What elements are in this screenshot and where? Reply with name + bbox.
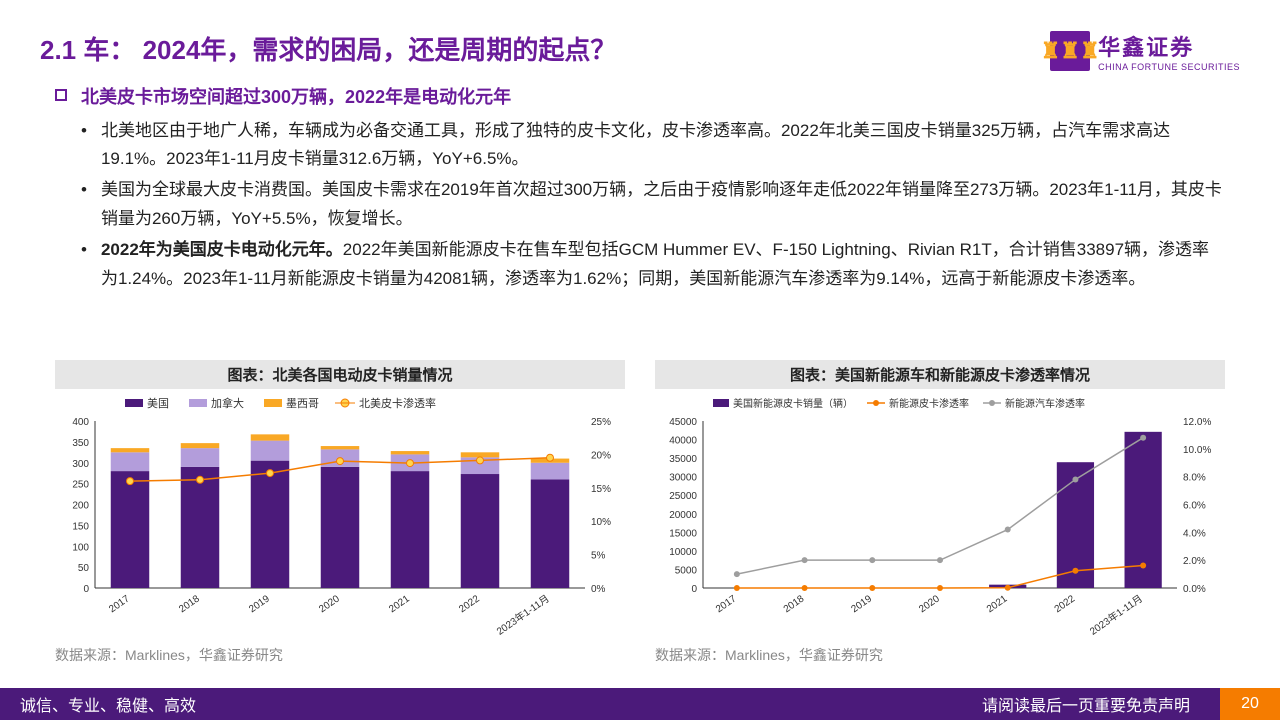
chart-right-box: 图表：美国新能源车和新能源皮卡渗透率情况 美国新能源皮卡销量（辆） 新能源皮卡渗透…: [655, 360, 1225, 665]
bullet-item: • 2022年为美国皮卡电动化元年。2022年美国新能源皮卡在售车型包括GCM H…: [81, 236, 1225, 294]
svg-text:0.0%: 0.0%: [1183, 584, 1206, 595]
svg-text:2.0%: 2.0%: [1183, 556, 1206, 567]
svg-text:2020: 2020: [317, 593, 342, 615]
footer-disclaimer: 请阅读最后一页重要免责声明: [982, 692, 1190, 716]
section-header: 北美皮卡市场空间超过300万辆，2022年是电动化元年: [81, 82, 511, 113]
svg-text:2018: 2018: [782, 593, 807, 615]
svg-text:250: 250: [72, 480, 89, 491]
svg-text:2021: 2021: [985, 593, 1010, 615]
bullet-dot-icon: •: [81, 236, 87, 265]
chart-left-svg: 美国 加拿大 墨西哥 北美皮卡渗透率 0 50 100 150 200 250 300 350 400 0…: [55, 393, 625, 638]
svg-text:45000: 45000: [669, 417, 697, 428]
svg-text:新能源汽车渗透率: 新能源汽车渗透率: [1005, 397, 1085, 410]
bullet-list: • 北美地区由于地广人稀，车辆成为必备交通工具，形成了独特的皮卡文化，皮卡渗透率高…: [55, 117, 1225, 294]
svg-text:2021: 2021: [387, 593, 412, 615]
svg-text:10%: 10%: [591, 517, 611, 528]
chart-left-title: 图表：北美各国电动皮卡销量情况: [55, 360, 625, 389]
svg-text:30000: 30000: [669, 473, 697, 484]
svg-text:200: 200: [72, 501, 89, 512]
svg-text:12.0%: 12.0%: [1183, 417, 1211, 428]
chart-right-title: 图表：美国新能源车和新能源皮卡渗透率情况: [655, 360, 1225, 389]
footer-right-group: 请阅读最后一页重要免责声明 20: [982, 688, 1260, 720]
bullet-item: • 北美地区由于地广人稀，车辆成为必备交通工具，形成了独特的皮卡文化，皮卡渗透率高…: [81, 117, 1225, 175]
svg-text:20%: 20%: [591, 450, 611, 461]
logo-mark-icon: ♜♜♜: [1050, 31, 1090, 71]
svg-text:50: 50: [78, 563, 90, 574]
svg-text:2019: 2019: [247, 593, 272, 615]
svg-text:6.0%: 6.0%: [1183, 501, 1206, 512]
svg-text:0: 0: [83, 584, 89, 595]
svg-text:10.0%: 10.0%: [1183, 445, 1211, 456]
svg-text:2017: 2017: [107, 593, 132, 615]
svg-text:2018: 2018: [177, 593, 202, 615]
svg-text:2023年1-11月: 2023年1-11月: [1087, 592, 1145, 638]
svg-text:5000: 5000: [675, 565, 698, 576]
svg-text:2022: 2022: [457, 593, 482, 615]
svg-text:20000: 20000: [669, 510, 697, 521]
svg-text:25000: 25000: [669, 491, 697, 502]
svg-text:25%: 25%: [591, 417, 611, 428]
page-title: 2.1 车： 2024年，需求的困局，还是周期的起点？: [40, 30, 616, 67]
logo-text: 华鑫证券 CHINA FORTUNE SECURITIES: [1098, 30, 1240, 72]
svg-text:8.0%: 8.0%: [1183, 473, 1206, 484]
svg-text:10000: 10000: [669, 547, 697, 558]
svg-text:350: 350: [72, 438, 89, 449]
svg-text:400: 400: [72, 417, 89, 428]
bullet-item: • 美国为全球最大皮卡消费国。美国皮卡需求在2019年首次超过300万辆，之后由于…: [81, 176, 1225, 234]
svg-text:2020: 2020: [917, 593, 942, 615]
slide: 2.1 车： 2024年，需求的困局，还是周期的起点？ ♜♜♜ 华鑫证券 CHI…: [0, 0, 1280, 720]
svg-text:0%: 0%: [591, 584, 606, 595]
bullet-text: 2022年为美国皮卡电动化元年。2022年美国新能源皮卡在售车型包括GCM Hu…: [101, 236, 1225, 294]
svg-text:35000: 35000: [669, 454, 697, 465]
bullet-dot-icon: •: [81, 176, 87, 205]
svg-text:2022: 2022: [1053, 593, 1078, 615]
chart-left-source: 数据来源：Marklines，华鑫证券研究: [55, 645, 625, 665]
svg-text:2023年1-11月: 2023年1-11月: [494, 592, 552, 638]
body-text: 北美皮卡市场空间超过300万辆，2022年是电动化元年 • 北美地区由于地广人稀，…: [55, 82, 1225, 294]
square-bullet-icon: [55, 89, 67, 101]
svg-text:40000: 40000: [669, 436, 697, 447]
chart-right-svg: 美国新能源皮卡销量（辆） 新能源皮卡渗透率 新能源汽车渗透率 0 5000 10000 15…: [655, 393, 1225, 638]
section-header-row: 北美皮卡市场空间超过300万辆，2022年是电动化元年: [55, 82, 1225, 113]
svg-text:2017: 2017: [714, 593, 739, 615]
svg-text:北美皮卡渗透率: 北美皮卡渗透率: [359, 396, 436, 410]
svg-text:150: 150: [72, 521, 89, 532]
svg-text:15%: 15%: [591, 484, 611, 495]
svg-text:加拿大: 加拿大: [211, 396, 244, 410]
chart-right-source: 数据来源：Marklines，华鑫证券研究: [655, 645, 1225, 665]
bullet-text: 美国为全球最大皮卡消费国。美国皮卡需求在2019年首次超过300万辆，之后由于疫…: [101, 176, 1225, 234]
svg-text:0: 0: [691, 584, 697, 595]
logo: ♜♜♜ 华鑫证券 CHINA FORTUNE SECURITIES: [1050, 30, 1240, 72]
svg-text:5%: 5%: [591, 551, 606, 562]
svg-text:100: 100: [72, 542, 89, 553]
bullet-dot-icon: •: [81, 117, 87, 146]
svg-text:新能源皮卡渗透率: 新能源皮卡渗透率: [889, 397, 969, 410]
title-row: 2.1 车： 2024年，需求的困局，还是周期的起点？ ♜♜♜ 华鑫证券 CHI…: [40, 30, 1240, 72]
page-number-badge: 20: [1220, 688, 1280, 720]
svg-text:300: 300: [72, 459, 89, 470]
logo-en: CHINA FORTUNE SECURITIES: [1098, 62, 1240, 72]
bullet-text: 北美地区由于地广人稀，车辆成为必备交通工具，形成了独特的皮卡文化，皮卡渗透率高。…: [101, 117, 1225, 175]
svg-text:美国: 美国: [147, 397, 169, 410]
svg-text:美国新能源皮卡销量（辆）: 美国新能源皮卡销量（辆）: [733, 397, 853, 410]
svg-text:4.0%: 4.0%: [1183, 528, 1206, 539]
charts-row: 图表：北美各国电动皮卡销量情况 美国 加拿大 墨西哥 北美皮卡渗透率 0 50 100 150…: [55, 360, 1225, 665]
svg-text:15000: 15000: [669, 528, 697, 539]
footer-left: 诚信、专业、稳健、高效: [20, 692, 196, 716]
chart-left-box: 图表：北美各国电动皮卡销量情况 美国 加拿大 墨西哥 北美皮卡渗透率 0 50 100 150…: [55, 360, 625, 665]
svg-text:墨西哥: 墨西哥: [286, 397, 319, 410]
footer-bar: 诚信、专业、稳健、高效 请阅读最后一页重要免责声明 20: [0, 688, 1280, 720]
svg-text:2019: 2019: [849, 593, 874, 615]
logo-cn: 华鑫证券: [1098, 30, 1240, 62]
